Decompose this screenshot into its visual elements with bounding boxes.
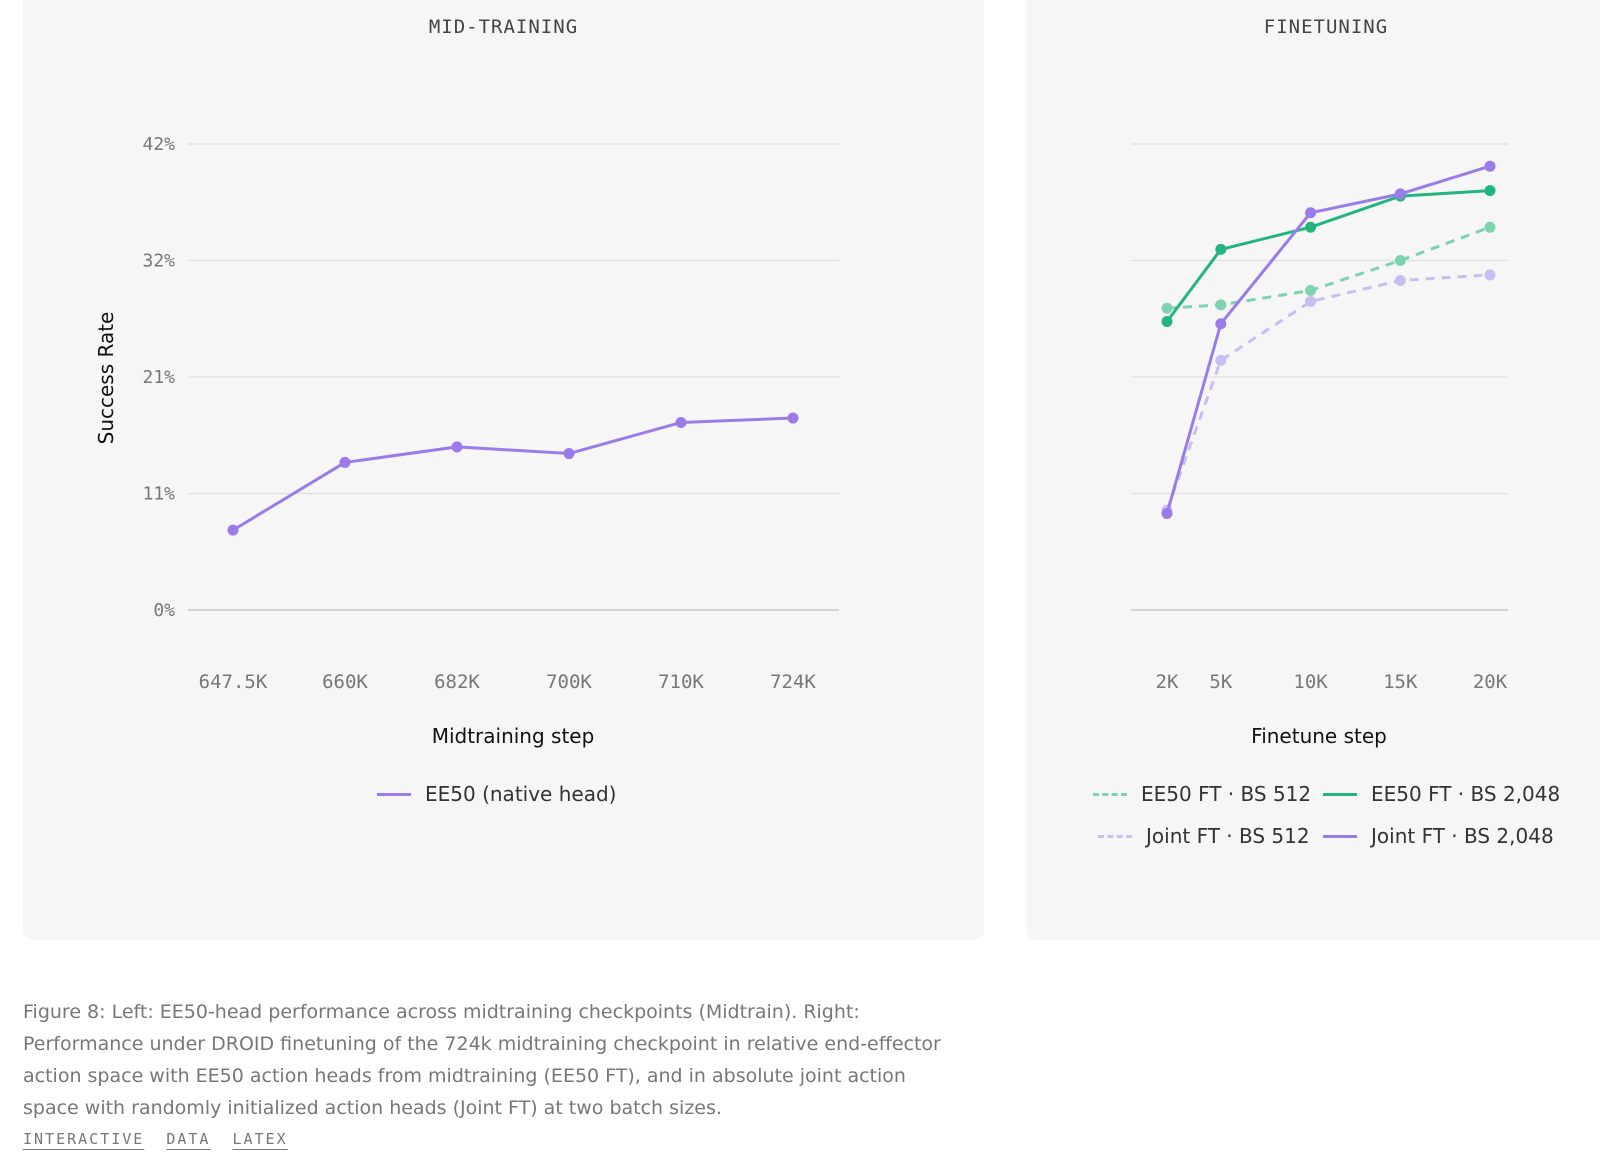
latex-link[interactable]: LATEX (232, 1130, 288, 1148)
figure-caption: Figure 8: Left: EE50-head performance ac… (23, 1001, 941, 1119)
interactive-link[interactable]: INTERACTIVE (23, 1130, 145, 1148)
midtraining-chart-title: MID-TRAINING (428, 16, 579, 38)
series-line (1166, 225, 1491, 310)
legend-label: Joint FT · BS 2,048 (1371, 824, 1554, 848)
x-tick-label: 647.5K (199, 671, 268, 693)
data-link[interactable]: DATA (166, 1130, 211, 1148)
x-tick-label: 682K (434, 671, 480, 693)
midtraining-chart-panel: MID-TRAINING 0% 11% 21% 32% 42% 647.5K 660K 682… (23, 0, 984, 940)
data-point (1484, 221, 1496, 233)
x-tick-label: 2K (1156, 671, 1179, 693)
data-point (339, 456, 351, 468)
data-point (1215, 354, 1227, 366)
series-line (1165, 273, 1491, 511)
data-point (1394, 188, 1406, 200)
legend-item: EE50 FT · BS 512 (1093, 782, 1311, 806)
series-line (1165, 164, 1491, 514)
data-point (1161, 316, 1173, 328)
legend-label: EE50 FT · BS 2,048 (1371, 782, 1561, 806)
data-point (451, 441, 463, 453)
legend-item: Joint FT · BS 2,048 (1323, 824, 1554, 848)
x-tick-label: 15K (1383, 671, 1418, 693)
x-tick-label: 700K (546, 671, 592, 693)
data-point (1161, 302, 1173, 314)
legend-label: Joint FT · BS 512 (1146, 824, 1310, 848)
y-tick-label: 42% (142, 134, 175, 155)
legend-item: EE50 FT · BS 2,048 (1323, 782, 1560, 806)
legend-swatch (1323, 792, 1357, 796)
x-tick-label: 5K (1209, 671, 1232, 693)
x-tick-label: 660K (322, 671, 368, 693)
x-tick-label: 20K (1473, 671, 1508, 693)
data-point (1215, 243, 1227, 255)
data-point (1161, 507, 1173, 519)
data-point (1484, 269, 1496, 281)
legend-label: EE50 (native head) (425, 782, 617, 806)
finetuning-chart-title: FINETUNING (1263, 16, 1389, 38)
y-axis-label: Success Rate (94, 312, 118, 445)
data-point (1484, 160, 1496, 172)
legend-item: EE50 (native head) (377, 782, 616, 806)
data-point (787, 412, 799, 424)
data-point (1215, 318, 1227, 330)
legend-swatch (1093, 792, 1127, 796)
data-point (1305, 284, 1317, 296)
data-point (227, 524, 239, 536)
data-point (1394, 255, 1406, 266)
x-tick-label: 10K (1293, 671, 1328, 693)
legend-label: EE50 FT · BS 512 (1141, 782, 1312, 806)
data-point (675, 416, 687, 428)
finetuning-chart: 2K 5K 10K 15K 20K Finetune step (1131, 143, 1508, 748)
legend-item: Joint FT · BS 512 (1098, 824, 1310, 848)
data-point (1305, 207, 1317, 219)
data-point (1215, 299, 1227, 311)
legend-swatch (377, 792, 411, 796)
x-tick-label: 724K (770, 671, 816, 693)
y-tick-label: 32% (142, 251, 175, 272)
data-point (1484, 185, 1496, 197)
y-tick-label: 0% (153, 600, 175, 621)
y-tick-label: 11% (142, 484, 175, 505)
data-point (1305, 296, 1317, 308)
data-point (563, 448, 575, 460)
legend-swatch (1098, 834, 1132, 838)
figure-links: INTERACTIVE DATA LATEX (23, 1130, 288, 1148)
legend-swatch (1323, 834, 1357, 838)
x-axis-label: Finetune step (1251, 724, 1387, 748)
x-tick-label: 710K (658, 671, 704, 693)
series-line (232, 416, 794, 532)
midtraining-chart: 0% 11% 21% 32% 42% 647.5K 660K 682K 700K 710K 724K… (94, 134, 839, 748)
x-axis-label: Midtraining step (432, 724, 595, 748)
finetuning-chart-panel: FINETUNING 2K 5K 10K 15K 20K Finetune step EE… (1026, 0, 1600, 940)
data-point (1305, 221, 1317, 233)
y-tick-label: 21% (142, 367, 175, 388)
data-point (1394, 274, 1406, 286)
